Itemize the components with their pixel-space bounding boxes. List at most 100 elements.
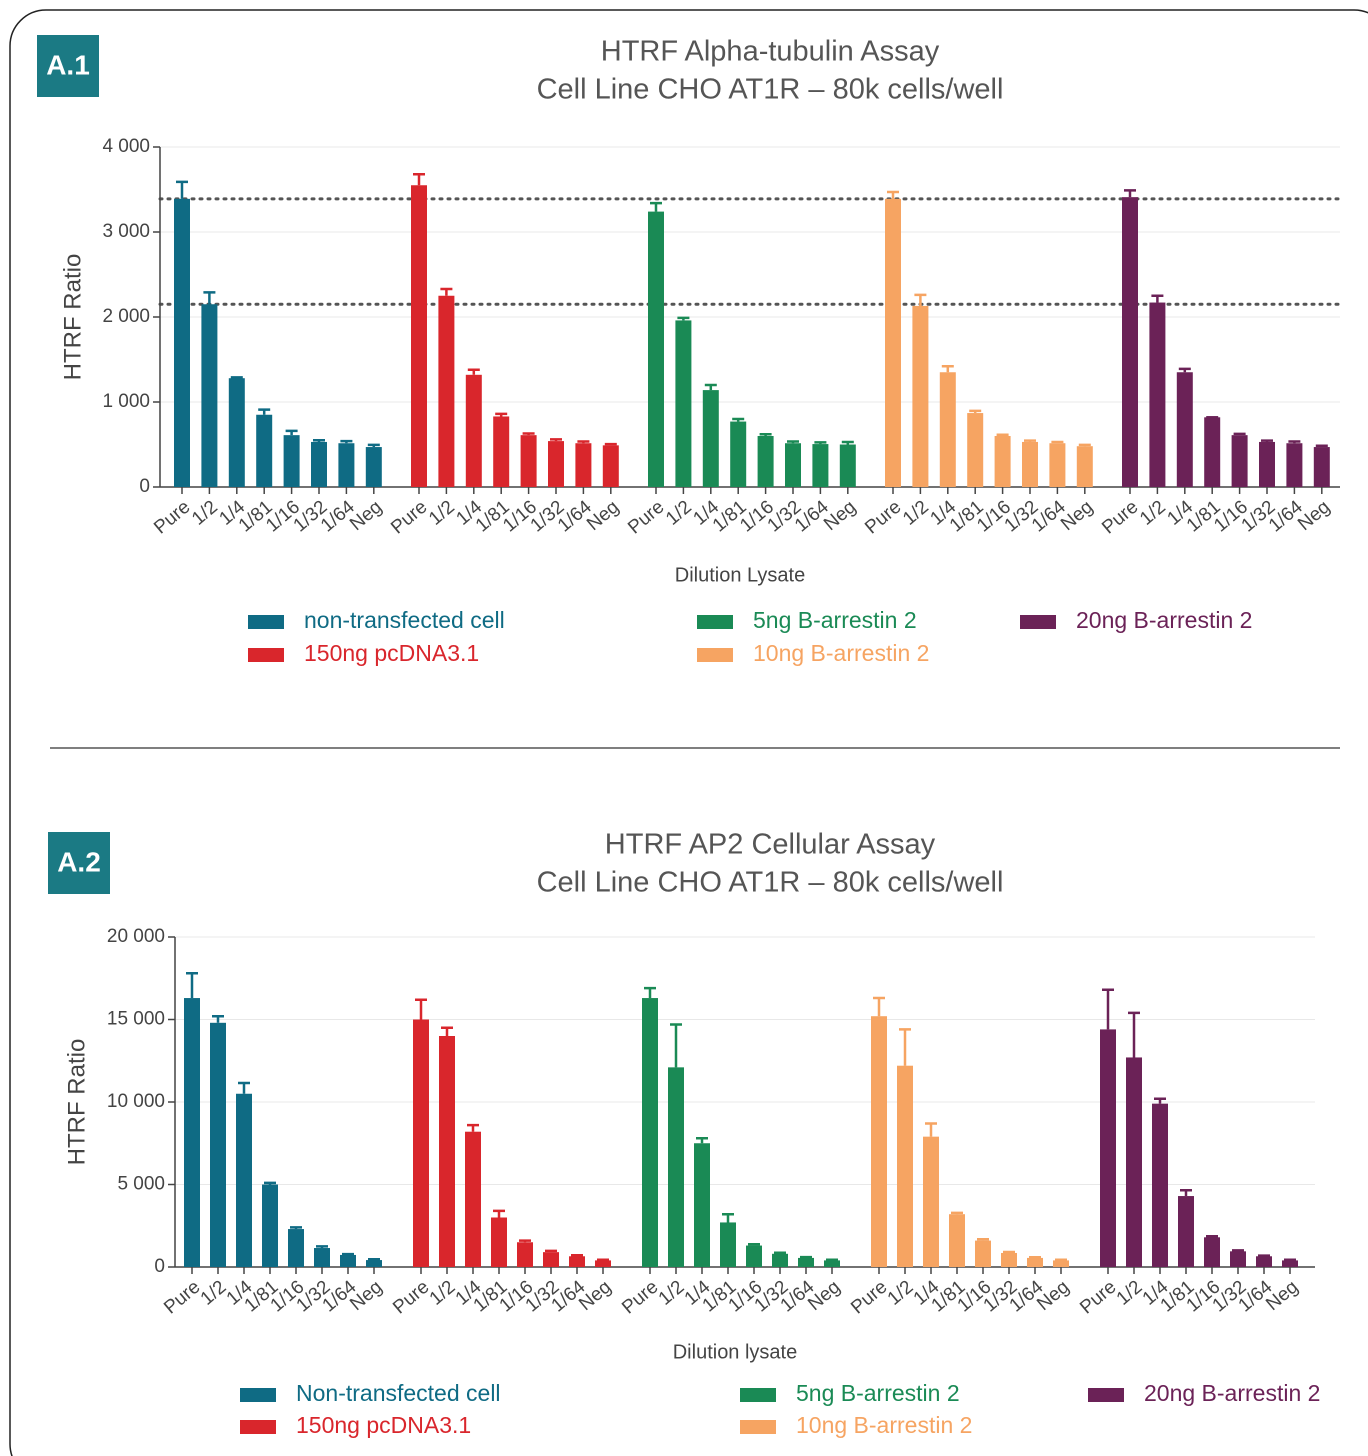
error-bar	[1261, 439, 1273, 442]
x-tick-label: Neg	[1033, 1277, 1073, 1315]
error-bar	[230, 376, 243, 379]
y-tick-label: 0	[139, 476, 150, 497]
error-bar	[696, 1137, 708, 1144]
error-bar	[1078, 443, 1091, 447]
error-bar	[367, 443, 380, 448]
error-bar	[748, 1242, 760, 1246]
bar	[311, 441, 327, 487]
bar	[543, 1252, 559, 1267]
bar	[839, 444, 856, 487]
error-bar	[1055, 1258, 1067, 1261]
error-bar	[996, 433, 1009, 436]
legend-label: Non-transfected cell	[296, 1380, 501, 1406]
x-tick-label: Pure	[1098, 497, 1142, 539]
x-tick-label: Neg	[1057, 497, 1097, 535]
legend-swatch	[740, 1388, 776, 1402]
y-tick-label: 3 000	[102, 221, 150, 242]
x-tick-label: Pure	[618, 1277, 662, 1319]
error-bar	[914, 293, 927, 306]
error-bar	[285, 429, 298, 436]
error-bar	[873, 996, 885, 1017]
x-tick-label: Pure	[387, 497, 431, 539]
panel-label: A.2	[57, 846, 101, 877]
error-bar	[440, 287, 453, 296]
error-bar	[186, 972, 198, 999]
bar	[184, 998, 200, 1267]
error-bar	[1051, 440, 1064, 444]
bar	[949, 1214, 965, 1267]
bar	[642, 998, 658, 1267]
error-bar	[644, 986, 656, 999]
bar	[1001, 1252, 1017, 1267]
legend-label: 150ng pcDNA3.1	[304, 640, 479, 666]
frame	[9, 9, 1368, 1456]
bar	[236, 1093, 252, 1267]
error-bar	[441, 1026, 453, 1036]
panel-label: A.1	[46, 49, 90, 80]
bar	[288, 1229, 304, 1267]
bar	[757, 436, 774, 487]
error-bar	[313, 439, 325, 442]
bar	[1176, 372, 1193, 487]
bar	[465, 374, 482, 487]
legend-swatch	[1088, 1388, 1124, 1402]
error-bar	[1315, 444, 1328, 448]
bar	[1178, 1196, 1194, 1267]
bar	[967, 413, 984, 487]
error-bar	[1284, 1258, 1296, 1261]
error-bar	[258, 408, 271, 415]
legend-label: 5ng B-arrestin 2	[796, 1380, 960, 1406]
x-tick-label: Neg	[583, 497, 623, 535]
bar	[1126, 1057, 1142, 1267]
bar	[201, 304, 218, 487]
bar	[785, 443, 801, 487]
legend-swatch	[697, 648, 733, 662]
bar	[365, 447, 382, 487]
error-bar	[732, 417, 745, 422]
bar	[338, 443, 355, 487]
bar	[548, 441, 564, 487]
y-tick-label: 2 000	[102, 306, 150, 327]
bar	[262, 1184, 278, 1267]
error-bar	[969, 409, 982, 414]
legend-swatch	[740, 1420, 776, 1434]
error-bar	[604, 442, 617, 446]
error-bar	[550, 438, 562, 442]
bar	[1204, 1237, 1220, 1267]
error-bar	[1024, 439, 1036, 442]
error-bar	[759, 433, 772, 436]
error-bar	[1003, 1250, 1015, 1254]
error-bar	[545, 1249, 557, 1253]
bar	[1076, 446, 1093, 487]
bar	[314, 1248, 330, 1267]
error-bar	[264, 1181, 276, 1185]
error-bar	[238, 1081, 250, 1094]
bar	[730, 421, 747, 487]
bar	[491, 1217, 507, 1267]
bar	[923, 1136, 939, 1267]
x-tick-label: Pure	[847, 1277, 891, 1319]
error-bar	[1288, 440, 1301, 444]
error-bar	[495, 412, 508, 417]
bar	[1152, 1103, 1168, 1267]
x-tick-label: Pure	[160, 1277, 204, 1319]
error-bar	[577, 440, 590, 444]
legend-swatch	[240, 1388, 276, 1402]
bar	[413, 1019, 429, 1267]
bar	[569, 1256, 585, 1267]
legend-swatch	[248, 615, 284, 629]
error-bar	[467, 1123, 479, 1132]
legend-label: 5ng B-arrestin 2	[753, 607, 917, 633]
error-bar	[1180, 1189, 1192, 1197]
x-tick-label: Pure	[624, 497, 668, 539]
x-tick-label: Neg	[1294, 497, 1334, 535]
bar	[720, 1222, 736, 1267]
bar	[517, 1242, 533, 1267]
y-tick-label: 15 000	[107, 1009, 165, 1030]
error-bar	[677, 316, 690, 321]
bar	[1230, 1251, 1246, 1267]
bar	[812, 444, 829, 487]
legend-label: 20ng B-arrestin 2	[1076, 607, 1252, 633]
bar	[897, 1065, 913, 1267]
bar	[210, 1022, 226, 1267]
